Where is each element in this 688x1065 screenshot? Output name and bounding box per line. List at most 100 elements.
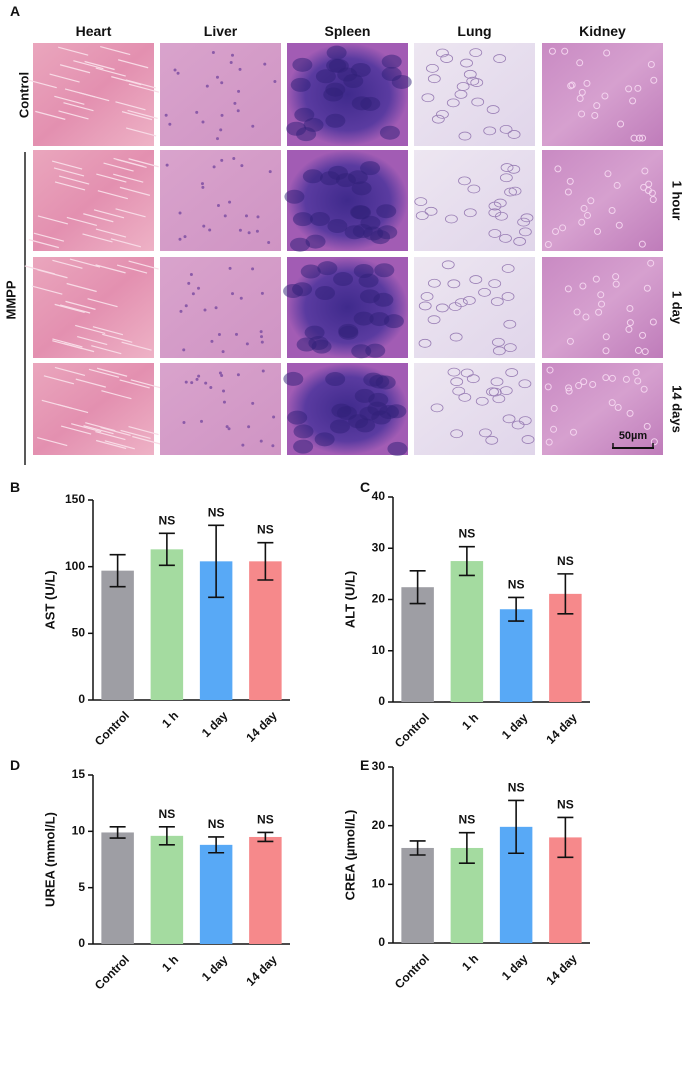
panel-letter: A [10, 3, 20, 19]
error-bar [158, 532, 175, 567]
texture [325, 113, 346, 128]
texture [418, 338, 432, 348]
texture [499, 173, 513, 183]
texture [647, 60, 655, 68]
texture [580, 204, 588, 212]
texture [233, 101, 237, 105]
texture [195, 377, 199, 381]
texture [208, 228, 212, 232]
texture [495, 211, 508, 221]
error-bar [409, 569, 426, 605]
panel-letter: B [10, 479, 20, 495]
texture [315, 285, 336, 300]
texture [632, 369, 640, 377]
texture [576, 59, 584, 67]
texture [241, 443, 245, 447]
texture [95, 264, 126, 274]
texture [24, 265, 55, 275]
x-tick-label: 1 day [199, 952, 231, 984]
texture [222, 389, 226, 393]
texture [125, 127, 157, 137]
texture [369, 312, 390, 327]
texture [236, 109, 240, 113]
texture [168, 122, 172, 126]
texture [552, 227, 560, 235]
texture [338, 323, 359, 338]
texture [460, 368, 474, 378]
texture [578, 218, 586, 226]
texture [164, 113, 168, 117]
y-tick-label: 150 [65, 492, 85, 506]
texture [507, 164, 521, 174]
texture [353, 263, 374, 278]
texture [491, 337, 505, 347]
texture [561, 47, 569, 55]
texture [96, 173, 127, 183]
texture [58, 110, 89, 120]
texture [503, 343, 517, 353]
texture [290, 77, 311, 92]
texture [197, 374, 201, 378]
texture [471, 97, 485, 107]
texture [613, 181, 621, 189]
texture [120, 429, 151, 439]
texture [415, 211, 429, 221]
texture [195, 110, 199, 114]
texture [173, 68, 177, 72]
texture [343, 74, 364, 89]
texture [260, 335, 264, 339]
texture [100, 45, 131, 56]
row-label: 14 days [670, 385, 685, 433]
texture [462, 296, 476, 305]
texture [626, 319, 634, 327]
texture [431, 114, 445, 124]
texture [583, 79, 591, 87]
texture [587, 197, 595, 205]
texture [102, 333, 133, 343]
texture [441, 260, 455, 270]
texture [182, 421, 186, 425]
texture [215, 137, 219, 141]
tissue-image [414, 257, 535, 358]
y-tick-label: 0 [78, 936, 85, 950]
texture [119, 379, 150, 389]
texture [128, 426, 159, 436]
texture [204, 381, 208, 385]
texture [92, 326, 124, 336]
texture [601, 92, 609, 100]
texture [116, 264, 148, 274]
texture [205, 84, 209, 88]
texture [427, 315, 441, 325]
texture [52, 340, 83, 350]
panel-letter: C [360, 479, 370, 495]
texture [360, 161, 381, 176]
texture [178, 211, 182, 215]
texture [289, 237, 310, 252]
error-bar [208, 836, 225, 854]
texture [209, 386, 213, 390]
texture [593, 102, 601, 110]
texture [119, 186, 151, 196]
texture [517, 217, 531, 227]
texture [215, 75, 219, 79]
texture [245, 342, 249, 346]
texture [220, 374, 224, 378]
tissue-image [160, 363, 281, 455]
texture [426, 63, 439, 73]
texture [178, 237, 182, 241]
texture [617, 120, 625, 128]
column-header: Spleen [325, 23, 371, 39]
significance-label: NS [208, 817, 225, 831]
significance-label: NS [557, 554, 574, 568]
texture [110, 238, 142, 248]
texture [128, 260, 159, 270]
texture [292, 212, 313, 227]
texture [96, 367, 128, 377]
texture [595, 308, 603, 316]
texture [182, 348, 186, 352]
texture [520, 213, 534, 223]
texture [187, 281, 191, 285]
texture [75, 324, 106, 335]
bar [499, 609, 533, 702]
texture [272, 415, 276, 419]
